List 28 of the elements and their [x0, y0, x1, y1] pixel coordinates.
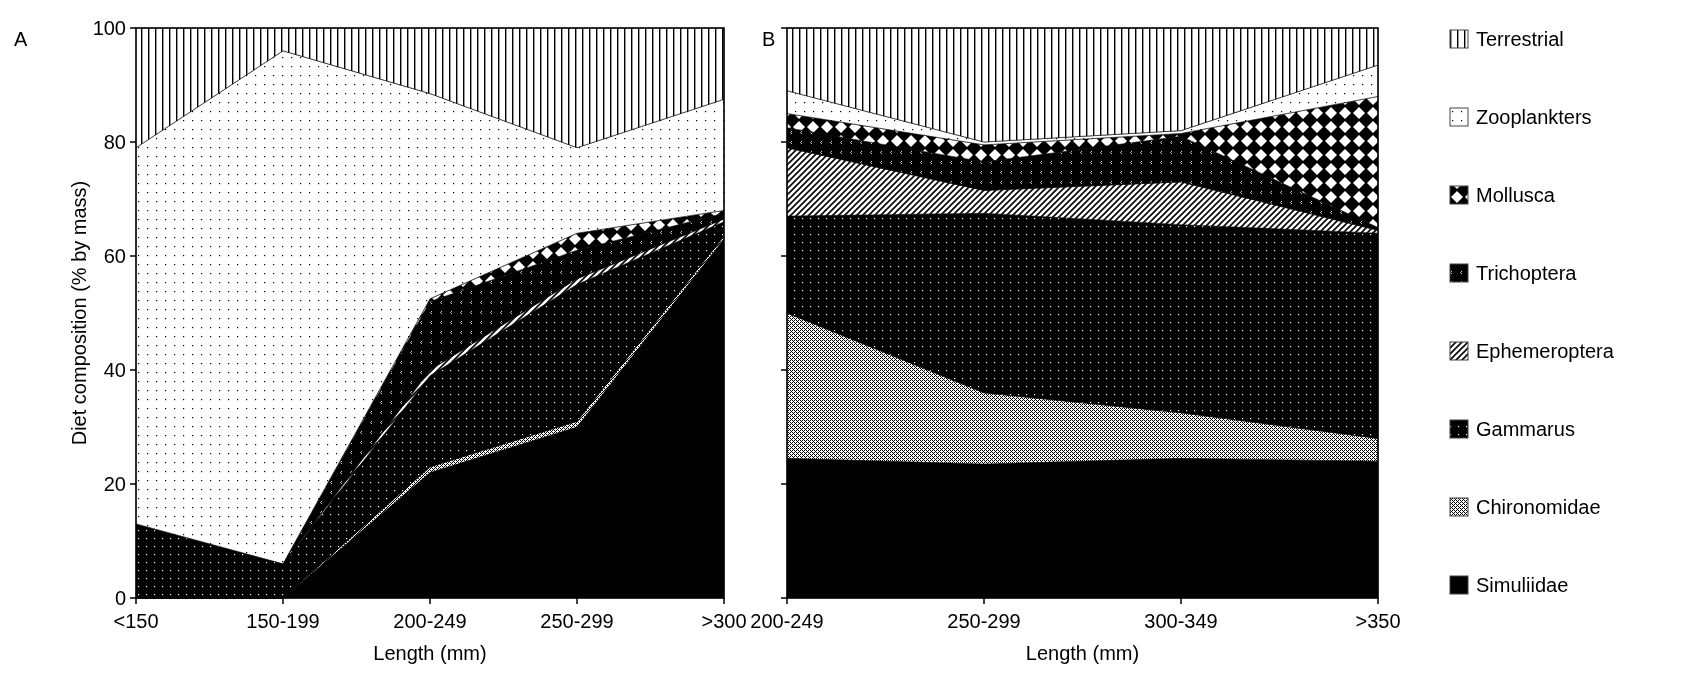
x-tick-label: 300-349 — [1144, 610, 1218, 632]
y-tick-label: 100 — [92, 17, 126, 39]
legend-label: Gammarus — [1476, 418, 1575, 440]
chart-title: B — [762, 28, 776, 50]
legend-label: Zooplankters — [1476, 106, 1592, 128]
x-tick-label: 200-249 — [750, 610, 824, 632]
y-tick-label: 20 — [103, 473, 126, 495]
y-tick-label: 0 — [114, 587, 126, 609]
x-tick-label: 150-199 — [246, 610, 320, 632]
chart-title: A — [14, 28, 28, 50]
x-axis-title: Length (mm) — [1025, 642, 1140, 664]
x-tick-label: 250-299 — [540, 610, 614, 632]
legend-label: Ephemeroptera — [1476, 340, 1615, 362]
legend-label: Mollusca — [1476, 184, 1556, 206]
legend-label: Terrestrial — [1476, 28, 1564, 50]
y-tick-label: 80 — [103, 131, 126, 153]
x-tick-label: 200-249 — [393, 610, 467, 632]
x-tick-label: 250-299 — [947, 610, 1021, 632]
x-tick-label: <150 — [113, 610, 159, 632]
x-tick-label: >300 — [701, 610, 747, 632]
legend-label: Trichoptera — [1476, 262, 1578, 284]
y-axis-title: Diet composition (% by mass) — [68, 180, 90, 446]
y-tick-label: 60 — [103, 245, 126, 267]
legend-label: Simuliidae — [1476, 574, 1569, 596]
x-axis-title: Length (mm) — [373, 642, 487, 664]
x-tick-label: >350 — [1355, 610, 1401, 632]
legend-label: Chironomidae — [1476, 496, 1601, 518]
y-tick-label: 40 — [103, 359, 126, 381]
